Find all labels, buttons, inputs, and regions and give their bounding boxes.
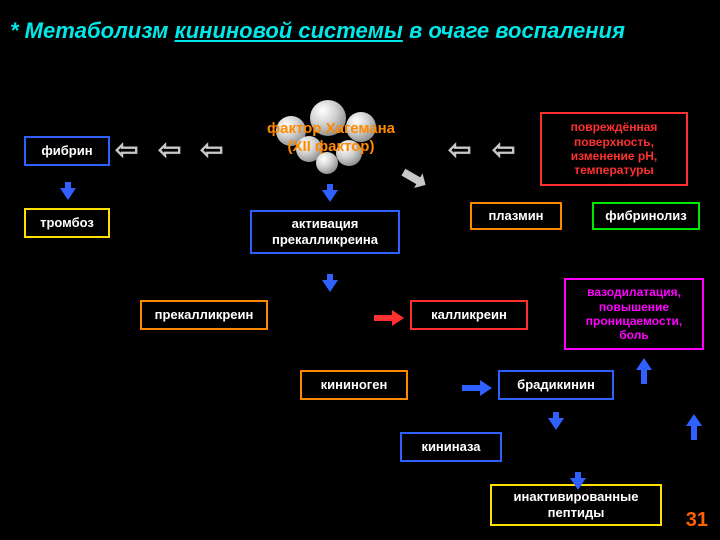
title-underlined: кининовой системы — [175, 18, 403, 43]
flow-arrow-gray: ⇦ — [200, 133, 223, 166]
flow-arrow-right — [392, 310, 404, 326]
slide-number: 31 — [686, 509, 708, 532]
slide-title: * Метаболизм кининовой системы в очаге в… — [10, 18, 625, 44]
node-vasodil: вазодилатация, повышение проницаемости, … — [564, 278, 704, 350]
node-fibrin: фибрин — [24, 136, 110, 166]
node-inact: инактивированные пептиды — [490, 484, 662, 526]
flow-arrow-down — [322, 190, 338, 202]
flow-arrow-gray: ⇦ — [158, 133, 181, 166]
node-tromboz: тромбоз — [24, 208, 110, 238]
node-kininaza: кининаза — [400, 432, 502, 462]
flow-arrow-down — [322, 280, 338, 292]
flow-arrow-down — [60, 188, 76, 200]
flow-arrow-gray: ⇦ — [448, 133, 471, 166]
flow-arrow-diagonal: ➡ — [392, 154, 437, 203]
flow-arrow-down — [548, 418, 564, 430]
flow-arrow-up — [636, 358, 652, 370]
flow-arrow-up — [686, 414, 702, 426]
node-kallikrein: калликреин — [410, 300, 528, 330]
node-hageman: фактор Хагемана (XII фактор) — [252, 115, 410, 160]
node-prekallikrein: прекалликреин — [140, 300, 268, 330]
title-prefix: * Метаболизм — [10, 18, 168, 43]
title-suffix: в очаге воспаления — [409, 18, 625, 43]
node-fibrinoliz: фибринолиз — [592, 202, 700, 230]
node-bradikinin: брадикинин — [498, 370, 614, 400]
node-plasmin: плазмин — [470, 202, 562, 230]
node-damage: повреждённая поверхность, изменение pH, … — [540, 112, 688, 186]
flow-arrow-down — [570, 478, 586, 490]
node-activation: активация прекалликреина — [250, 210, 400, 254]
node-kininogen: кининоген — [300, 370, 408, 400]
flow-arrow-gray: ⇦ — [115, 133, 138, 166]
flow-arrow-gray: ⇦ — [492, 133, 515, 166]
flow-arrow-right — [480, 380, 492, 396]
